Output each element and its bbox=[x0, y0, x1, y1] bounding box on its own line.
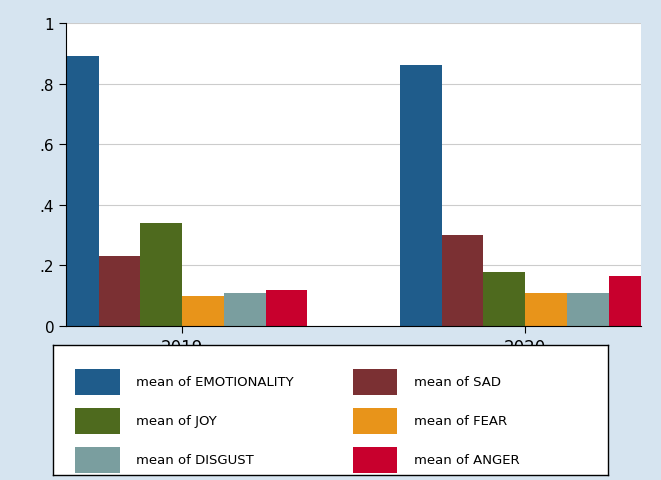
Bar bbox=[98, 257, 140, 326]
Bar bbox=[57, 57, 98, 326]
Text: mean of JOY: mean of JOY bbox=[136, 414, 217, 427]
Bar bbox=[182, 296, 224, 326]
Bar bbox=[609, 276, 650, 326]
Text: mean of DISGUST: mean of DISGUST bbox=[136, 453, 254, 466]
Text: mean of ANGER: mean of ANGER bbox=[414, 453, 520, 466]
Bar bbox=[400, 66, 442, 326]
FancyBboxPatch shape bbox=[353, 408, 397, 434]
Bar bbox=[442, 236, 483, 326]
Bar bbox=[525, 293, 567, 326]
Text: mean of EMOTIONALITY: mean of EMOTIONALITY bbox=[136, 375, 293, 388]
FancyBboxPatch shape bbox=[75, 369, 120, 395]
Bar bbox=[224, 293, 266, 326]
FancyBboxPatch shape bbox=[353, 369, 397, 395]
FancyBboxPatch shape bbox=[75, 408, 120, 434]
Bar bbox=[266, 290, 307, 326]
FancyBboxPatch shape bbox=[75, 447, 120, 473]
Bar bbox=[483, 272, 525, 326]
Text: mean of FEAR: mean of FEAR bbox=[414, 414, 507, 427]
FancyBboxPatch shape bbox=[353, 447, 397, 473]
Text: mean of SAD: mean of SAD bbox=[414, 375, 501, 388]
Bar bbox=[567, 293, 609, 326]
Bar bbox=[140, 224, 182, 326]
